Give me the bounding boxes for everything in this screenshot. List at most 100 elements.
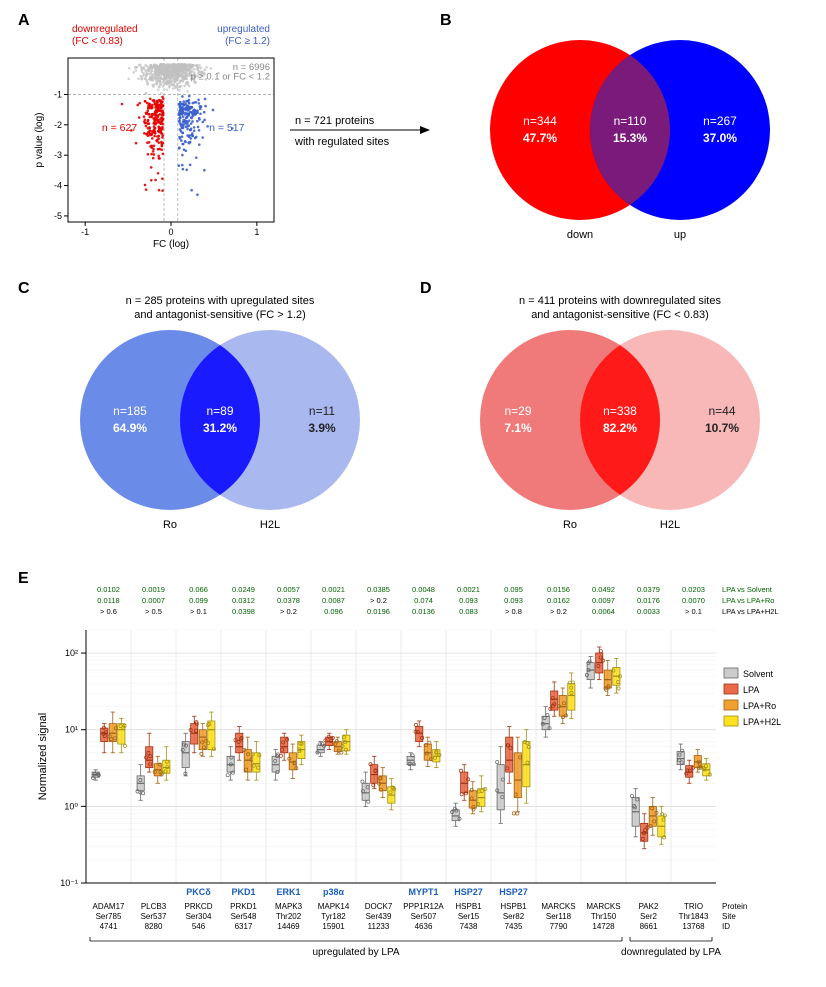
svg-text:7438: 7438 — [460, 922, 478, 931]
svg-text:0.095: 0.095 — [504, 585, 523, 594]
svg-text:546: 546 — [192, 922, 206, 931]
svg-text:Thr1843: Thr1843 — [679, 912, 709, 921]
svg-text:MARCKS: MARCKS — [541, 902, 575, 911]
svg-text:-5: -5 — [54, 211, 62, 221]
svg-text:ID: ID — [722, 922, 730, 931]
svg-text:6317: 6317 — [235, 922, 253, 931]
svg-text:HSPB1: HSPB1 — [455, 902, 482, 911]
svg-text:0.074: 0.074 — [414, 596, 433, 605]
svg-text:0.0379: 0.0379 — [637, 585, 660, 594]
svg-text:0.0021: 0.0021 — [457, 585, 480, 594]
svg-text:0.0312: 0.0312 — [232, 596, 255, 605]
svg-text:HSPB1: HSPB1 — [500, 902, 527, 911]
svg-text:n = 285 proteins with upregula: n = 285 proteins with upregulated sites — [126, 295, 315, 307]
svg-text:Ser785: Ser785 — [96, 912, 122, 921]
svg-text:(FC ≥ 1.2): (FC ≥ 1.2) — [225, 36, 270, 47]
svg-text:0.0249: 0.0249 — [232, 585, 255, 594]
svg-text:Normalized signal: Normalized signal — [37, 713, 49, 800]
venn-left-n: n=185 — [113, 404, 147, 418]
svg-text:upregulated: upregulated — [217, 24, 270, 35]
svg-text:0.0492: 0.0492 — [592, 585, 615, 594]
venn-left-n: n=29 — [504, 404, 531, 418]
svg-text:0.0378: 0.0378 — [277, 596, 300, 605]
svg-text:Protein: Protein — [722, 902, 747, 911]
svg-text:0.0102: 0.0102 — [97, 585, 120, 594]
legend-swatch — [724, 716, 738, 726]
svg-text:and antagonist-sensitive (FC: and antagonist-sensitive (FC > 1.2) — [134, 309, 306, 321]
svg-text:Ser2: Ser2 — [640, 912, 657, 921]
venn-overlap-n: n=89 — [206, 404, 233, 418]
svg-text:0.0057: 0.0057 — [277, 585, 300, 594]
svg-text:Thr150: Thr150 — [591, 912, 617, 921]
svg-text:n = 411 proteins with downregu: n = 411 proteins with downregulated site… — [519, 295, 721, 307]
svg-text:> 0.2: > 0.2 — [370, 596, 387, 605]
svg-text:0.0196: 0.0196 — [367, 607, 390, 616]
svg-text:H2L: H2L — [660, 519, 680, 531]
svg-text:HSP27: HSP27 — [499, 887, 528, 897]
svg-text:HSP27: HSP27 — [454, 887, 483, 897]
svg-text:n = 517: n = 517 — [209, 122, 244, 134]
svg-text:14469: 14469 — [277, 922, 300, 931]
svg-text:3.9%: 3.9% — [308, 421, 336, 435]
venn-overlap-n: n=110 — [614, 114, 647, 128]
svg-text:10¹: 10¹ — [65, 725, 78, 735]
figure-root: A -101-1-2-3-4-5FC (log)p value (log)dow… — [10, 10, 816, 977]
svg-text:ERK1: ERK1 — [276, 887, 300, 897]
svg-text:0.0398: 0.0398 — [232, 607, 255, 616]
svg-text:0.0087: 0.0087 — [322, 596, 345, 605]
svg-text:Ser304: Ser304 — [186, 912, 212, 921]
svg-text:PRKCD: PRKCD — [184, 902, 212, 911]
svg-text:7435: 7435 — [505, 922, 523, 931]
svg-text:0.0156: 0.0156 — [547, 585, 570, 594]
svg-text:7790: 7790 — [550, 922, 568, 931]
venn-right-n: n=267 — [703, 114, 737, 128]
venn-right-n: n=11 — [309, 404, 335, 418]
svg-text:10²: 10² — [65, 648, 78, 658]
panel-b-venn: n=34447.7%n=11015.3%n=26737.0%downup — [450, 30, 810, 260]
panel-e-boxplot: 10⁻¹10⁰10¹10²Normalized signal0.01020.01… — [30, 580, 816, 975]
legend-label: LPA+H2L — [743, 717, 781, 727]
svg-text:MAPK3: MAPK3 — [275, 902, 303, 911]
svg-text:0.0203: 0.0203 — [682, 585, 705, 594]
svg-text:0.0033: 0.0033 — [637, 607, 660, 616]
svg-text:p value (log): p value (log) — [34, 112, 45, 167]
svg-text:n = 627: n = 627 — [102, 122, 137, 134]
svg-text:15.3%: 15.3% — [613, 131, 647, 145]
legend-label: LPA+Ro — [743, 701, 776, 711]
svg-text:-2: -2 — [54, 120, 62, 130]
venn-left-n: n=344 — [523, 114, 557, 128]
panel-d-venn: n = 411 proteins with downregulated site… — [430, 290, 810, 550]
svg-text:0.0162: 0.0162 — [547, 596, 570, 605]
svg-text:Ser548: Ser548 — [231, 912, 257, 921]
svg-text:PKCδ: PKCδ — [186, 887, 211, 897]
svg-text:82.2%: 82.2% — [603, 421, 637, 435]
panel-a-label: A — [18, 12, 30, 30]
annotation-line1: n = 721 proteins — [295, 115, 375, 127]
svg-text:7.1%: 7.1% — [504, 421, 532, 435]
svg-text:up: up — [674, 229, 686, 241]
svg-text:PLCB3: PLCB3 — [141, 902, 167, 911]
svg-text:0.0019: 0.0019 — [142, 585, 165, 594]
svg-text:0: 0 — [168, 227, 173, 237]
svg-text:(FC < 0.83): (FC < 0.83) — [72, 36, 123, 47]
svg-text:15901: 15901 — [322, 922, 345, 931]
svg-text:0.0097: 0.0097 — [592, 596, 615, 605]
svg-text:LPA vs LPA+Ro: LPA vs LPA+Ro — [722, 596, 774, 605]
venn-right-n: n=44 — [708, 404, 735, 418]
svg-text:MYPT1: MYPT1 — [408, 887, 438, 897]
svg-text:MAPK14: MAPK14 — [318, 902, 350, 911]
svg-text:> 0.8: > 0.8 — [505, 607, 522, 616]
svg-text:upregulated by LPA: upregulated by LPA — [312, 947, 399, 958]
svg-text:PRKD1: PRKD1 — [230, 902, 257, 911]
panel-c-label: C — [18, 280, 30, 298]
svg-text:0.0048: 0.0048 — [412, 585, 435, 594]
svg-text:37.0%: 37.0% — [703, 131, 737, 145]
svg-text:0.0064: 0.0064 — [592, 607, 615, 616]
svg-text:> 0.2: > 0.2 — [280, 607, 297, 616]
legend-swatch — [724, 700, 738, 710]
svg-text:8661: 8661 — [640, 922, 658, 931]
legend-label: Solvent — [743, 669, 774, 679]
legend-label: LPA — [743, 685, 759, 695]
svg-text:> 0.1: > 0.1 — [685, 607, 702, 616]
svg-text:10.7%: 10.7% — [705, 421, 739, 435]
